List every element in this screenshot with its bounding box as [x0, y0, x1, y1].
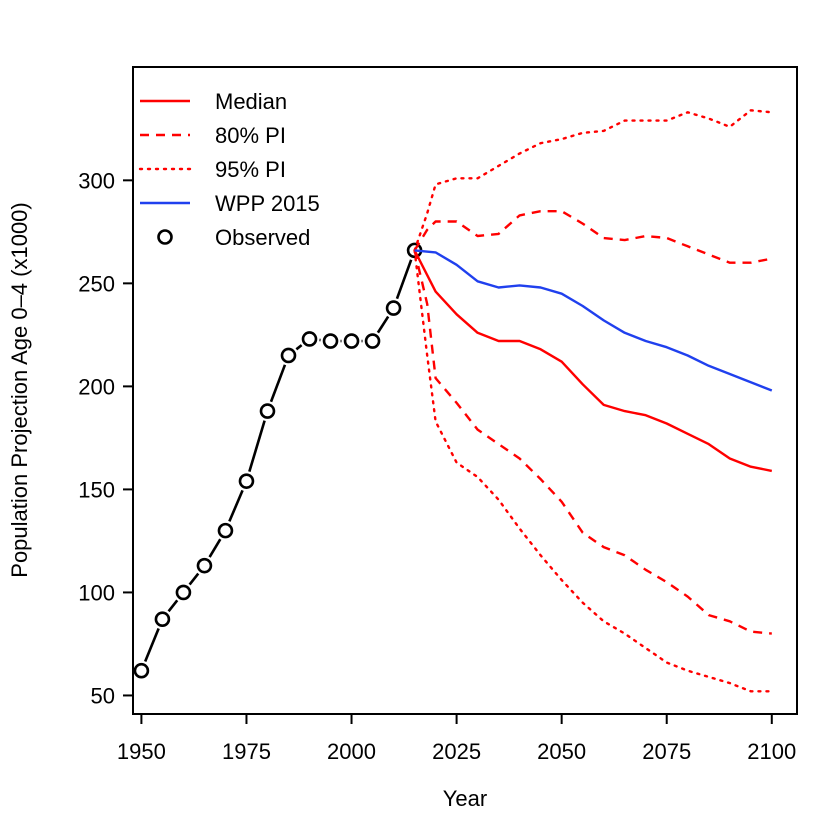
observed-segment	[395, 259, 413, 300]
observed-point	[196, 557, 213, 574]
observed-segment	[208, 538, 222, 558]
observed-point	[301, 331, 318, 347]
y-tick-label: 300	[78, 168, 115, 193]
observed-point	[343, 333, 360, 349]
legend: Median 80% PI 95% PI WPP 2015 Observed	[138, 89, 320, 250]
legend-item-wpp-2015: WPP 2015	[140, 191, 320, 216]
observed-segment	[248, 420, 266, 472]
observed-point	[217, 522, 234, 539]
series-95-pi-line	[413, 109, 773, 252]
series-median-line	[413, 249, 773, 473]
observed-segment	[376, 315, 390, 334]
y-tick-label: 250	[78, 271, 115, 296]
legend-label: 80% PI	[215, 123, 286, 148]
series-95-pi-lower-line	[413, 249, 773, 693]
observed-segment	[188, 572, 200, 586]
observed-point	[385, 300, 402, 316]
legend-item-95-pi: 95% PI	[138, 157, 286, 182]
series-wpp-2015-line	[414, 249, 773, 392]
legend-item-observed: Observed	[157, 225, 310, 250]
legend-label: Median	[215, 89, 287, 114]
observed-segment	[295, 344, 303, 351]
observed-segment	[228, 489, 244, 522]
y-axis-label: Population Projection Age 0–4 (x1000)	[7, 202, 32, 577]
observed-point	[175, 584, 192, 601]
y-tick-label: 150	[78, 477, 115, 502]
observed-point	[154, 611, 171, 628]
x-tick-label: 2050	[537, 739, 586, 764]
x-tick-label: 2000	[327, 739, 376, 764]
series-80-pi-line	[413, 209, 773, 264]
legend-label: WPP 2015	[215, 191, 320, 216]
observed-point	[238, 473, 255, 489]
x-tick-label: 2075	[642, 739, 691, 764]
legend-item-80-pi: 80% PI	[140, 123, 286, 148]
observed-point	[133, 662, 150, 679]
observed-segment	[269, 364, 287, 403]
legend-label: 95% PI	[215, 157, 286, 182]
observed-point	[322, 333, 339, 349]
observed-point	[364, 333, 381, 349]
legend-swatch	[157, 229, 173, 245]
series-observed	[133, 242, 423, 679]
legend-label: Observed	[215, 225, 310, 250]
legend-item-median: Median	[140, 89, 287, 114]
y-tick-label: 50	[91, 683, 115, 708]
observed-point	[280, 347, 297, 364]
y-tick-label: 200	[78, 374, 115, 399]
x-tick-label: 1975	[222, 739, 271, 764]
observed-segment	[143, 627, 160, 662]
x-tick-label: 2025	[432, 739, 481, 764]
axes-layer: 1950 1975 2000 2025 2050 2075 2100 50 100 150 200 2…	[78, 168, 796, 764]
series-layer	[133, 109, 773, 693]
x-tick-label: 2100	[747, 739, 796, 764]
series-80-pi-lower-line	[413, 250, 772, 635]
x-tick-label: 1950	[117, 739, 166, 764]
x-axis-label: Year	[443, 786, 487, 811]
observed-point	[259, 403, 276, 419]
y-tick-label: 100	[78, 580, 115, 605]
observed-segment	[167, 599, 179, 613]
